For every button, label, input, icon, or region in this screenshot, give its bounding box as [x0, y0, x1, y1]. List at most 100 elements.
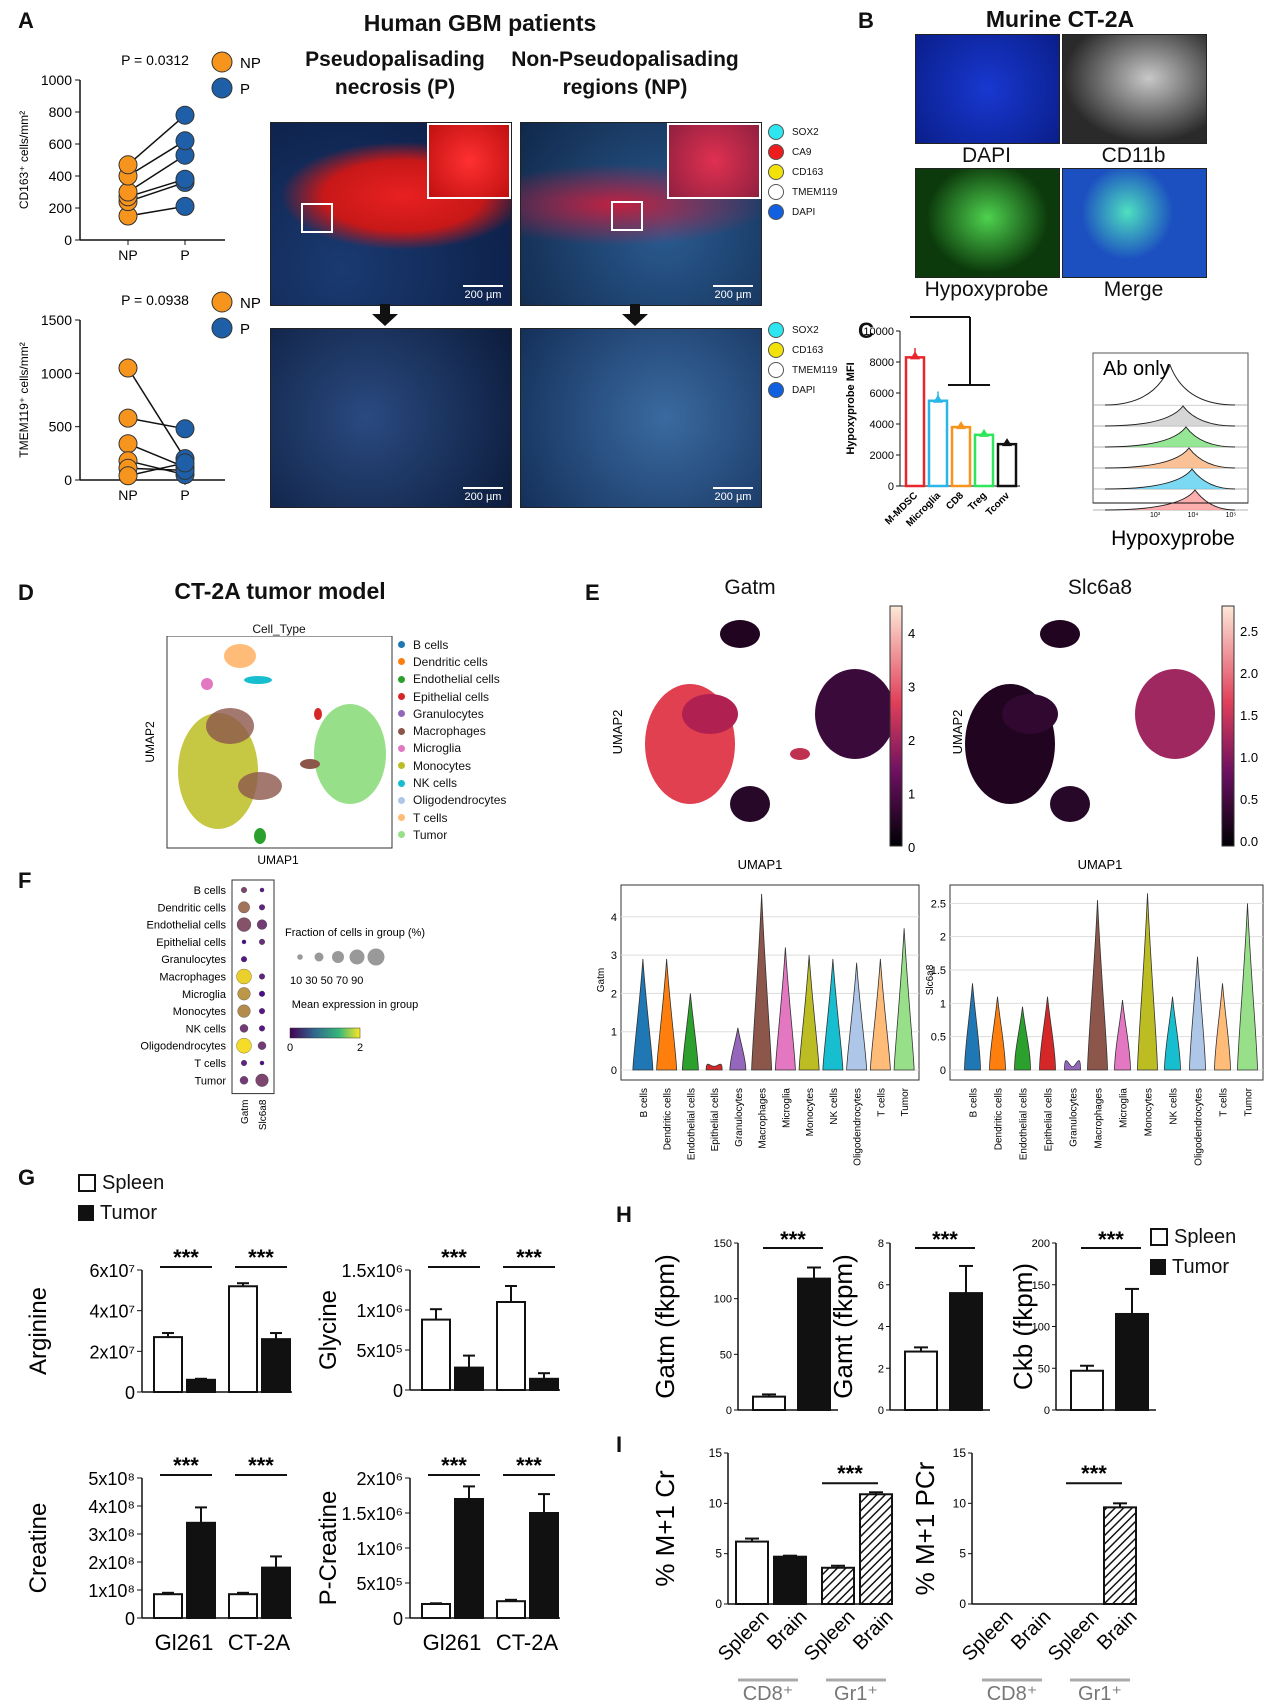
micrograph-p-bottom: 200 µm	[270, 328, 512, 508]
bar	[454, 1498, 484, 1619]
dot	[236, 1038, 252, 1054]
y-axis-label: % M+1 Cr	[650, 1470, 680, 1587]
histogram	[1104, 405, 1236, 427]
x-tick-label: Oligodendrocytes	[1194, 1088, 1205, 1166]
violin	[1087, 899, 1108, 1071]
legend-swatch	[398, 693, 405, 701]
y-tick-label: 1500	[41, 312, 72, 328]
chart-g3: 0 1x10⁸ 2x10⁸ 3x10⁸ 4x10⁸ 5x10⁸ Creatine *** Gl2…	[25, 1453, 292, 1655]
y-tick-label: 15	[953, 1446, 967, 1460]
legend-item: Dendritic cells	[398, 653, 506, 670]
y-tick-label: 5x10⁵	[357, 1574, 404, 1594]
cluster-tumor	[815, 669, 895, 759]
cluster-t-cells	[224, 644, 256, 668]
legend-label: Epithelial cells	[413, 689, 490, 704]
legend-swatch	[398, 727, 405, 735]
violin	[798, 955, 820, 1071]
legend-item: CD163	[768, 340, 837, 360]
y-tick-label: 8	[878, 1238, 884, 1250]
x-tick-label: Epithelial cells	[1044, 1088, 1055, 1151]
y-tick-label: 0	[393, 1609, 403, 1629]
marker-legend-bottom: SOX2 CD163 TMEM119 DAPI	[768, 320, 837, 400]
y-tick-label: 400	[49, 168, 73, 184]
cluster-t-cells	[1040, 620, 1080, 648]
umap-y-label: UMAP2	[610, 710, 625, 755]
group-label: NK cells	[186, 1023, 227, 1035]
point-p	[175, 169, 195, 189]
y-tick-label: 5	[715, 1547, 722, 1561]
legend-swatch	[768, 144, 784, 160]
ab-only-label: Ab only	[1103, 358, 1170, 380]
y-tick-label: 2x10⁷	[89, 1342, 135, 1362]
y-tick-label: 1x10⁸	[88, 1581, 135, 1601]
x-tick-label: Tumor	[1244, 1087, 1255, 1116]
y-tick-label: 200	[1032, 1238, 1050, 1250]
size-legend-dot	[349, 949, 365, 965]
violin	[751, 893, 773, 1071]
gatm-title: Gatm	[724, 576, 776, 599]
violin	[1214, 983, 1231, 1071]
gene-label: Gatm	[240, 1100, 251, 1124]
chart-c2: Ab only 10³ 10⁴ 10⁵ Hypoxyprobe	[1092, 352, 1249, 550]
bar	[1070, 1369, 1104, 1412]
color-legend-title: Mean expression in group	[292, 999, 419, 1011]
x-tick-label: Brain	[849, 1606, 898, 1655]
legend-h: Spleen Tumor	[1150, 1222, 1236, 1282]
x-tick-label: Macrophages	[758, 1088, 769, 1149]
dot	[259, 990, 265, 997]
violin	[1164, 996, 1181, 1071]
legend-swatch	[211, 51, 233, 73]
umap-gatm: UMAP2 UMAP1 4 3 2 1 0	[610, 605, 915, 872]
bar	[186, 1521, 216, 1619]
pair-line	[127, 181, 186, 203]
dot	[239, 1024, 249, 1033]
panel-label-a: A	[18, 8, 34, 33]
color-max: 2	[357, 1042, 363, 1054]
umap-y-label: UMAP2	[143, 721, 157, 763]
bar	[735, 1540, 769, 1606]
y-tick-label: 1.5x10⁶	[342, 1504, 403, 1524]
bar	[529, 1512, 559, 1619]
violin	[1237, 903, 1258, 1071]
colorbar	[889, 605, 903, 847]
y-tick-label: 5x10⁸	[88, 1469, 135, 1489]
y-tick-label: 800	[49, 104, 73, 120]
legend-swatch	[398, 641, 405, 649]
bar	[454, 1366, 484, 1392]
umap-x-label: UMAP1	[257, 853, 299, 866]
x-tick-label: NK cells	[829, 1088, 840, 1125]
bar	[153, 1593, 183, 1619]
sig-star: *	[923, 310, 933, 321]
legend-item: TMEM119	[768, 182, 837, 202]
y-axis-label: Creatine	[25, 1503, 52, 1594]
bar	[927, 399, 949, 488]
pair-line	[127, 443, 186, 468]
sig-stars: ***	[932, 1227, 958, 1252]
dot	[259, 938, 265, 945]
legend-swatch	[768, 184, 784, 200]
legend-spleen: Spleen	[1174, 1225, 1237, 1248]
legend-item: B cells	[398, 636, 506, 653]
p-value: P = 0.0938	[121, 292, 189, 308]
pair-line	[127, 114, 186, 166]
x-tick-label: CT-2A	[228, 1630, 291, 1655]
cluster-tumor	[1135, 669, 1215, 759]
y-tick-label: 6x10⁷	[89, 1261, 135, 1281]
umap-cell-type: UMAP2 UMAP1	[143, 636, 393, 866]
group-label: Epithelial cells	[156, 937, 226, 949]
x-tick-label: Spleen	[958, 1606, 1018, 1666]
size-legend-dot	[314, 952, 324, 962]
chart-a2: 0 500 1000 1500 NP P TMEM119⁺ cells/mm² P = 0.0…	[17, 291, 261, 503]
dot	[236, 968, 252, 985]
point-np	[118, 155, 138, 175]
size-legend-dot	[367, 948, 385, 966]
violin	[1189, 956, 1206, 1071]
legend-label: DAPI	[792, 384, 816, 396]
x-tick-label: B cells	[639, 1088, 650, 1117]
slc6a8-title: Slc6a8	[1067, 576, 1133, 599]
bar	[496, 1600, 526, 1619]
bar	[821, 1566, 855, 1605]
violin	[1114, 999, 1131, 1071]
label-cd11b: CD11b	[1101, 144, 1166, 167]
bar	[1103, 1506, 1137, 1605]
